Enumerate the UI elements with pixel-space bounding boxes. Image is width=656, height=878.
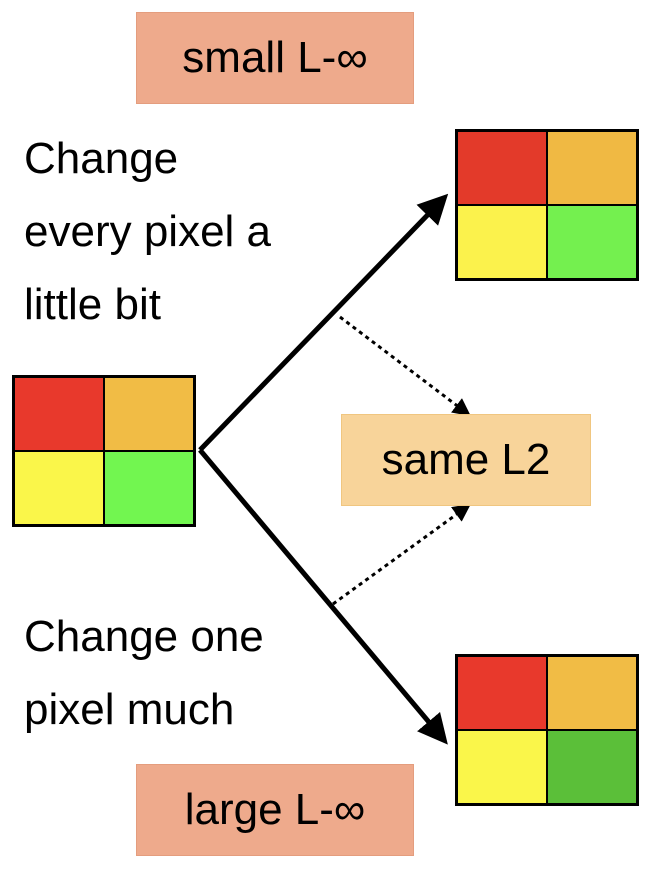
one-pixel-change-image-grid [455,654,639,806]
original-cell-top-left [14,377,104,451]
original-cell-top-right [104,377,194,451]
caption-change-one-pixel: Change one pixel much [24,600,264,746]
one-pixel-cell-top-left [457,656,547,730]
small-change-cell-bottom-left [457,205,547,279]
dotted-arrow-bottom-to-same-l2 [332,503,471,606]
small-change-cell-top-left [457,131,547,205]
small-change-cell-bottom-right [547,205,637,279]
same-l2-label: same L2 [341,414,591,506]
small-change-image-grid [455,129,639,281]
small-change-cell-top-right [547,131,637,205]
caption-bottom-line-2: pixel much [24,685,235,734]
one-pixel-cell-bottom-left [457,730,547,804]
one-pixel-cell-bottom-right [547,730,637,804]
small-linf-label: small L-∞ [136,12,414,104]
large-linf-text: large L-∞ [184,785,366,834]
large-linf-label: large L-∞ [136,764,414,856]
small-linf-text: small L-∞ [182,33,368,82]
one-pixel-cell-top-right [547,656,637,730]
caption-change-every-pixel: Change every pixel a little bit [24,122,271,341]
original-image-grid [12,375,196,527]
caption-top-line-1: Change [24,134,179,183]
caption-top-line-3: little bit [24,280,161,329]
dotted-arrow-top-to-same-l2 [339,315,471,417]
caption-bottom-line-1: Change one [24,612,264,661]
original-cell-bottom-right [104,451,194,525]
original-cell-bottom-left [14,451,104,525]
same-l2-text: same L2 [381,435,551,484]
caption-top-line-2: every pixel a [24,207,272,256]
